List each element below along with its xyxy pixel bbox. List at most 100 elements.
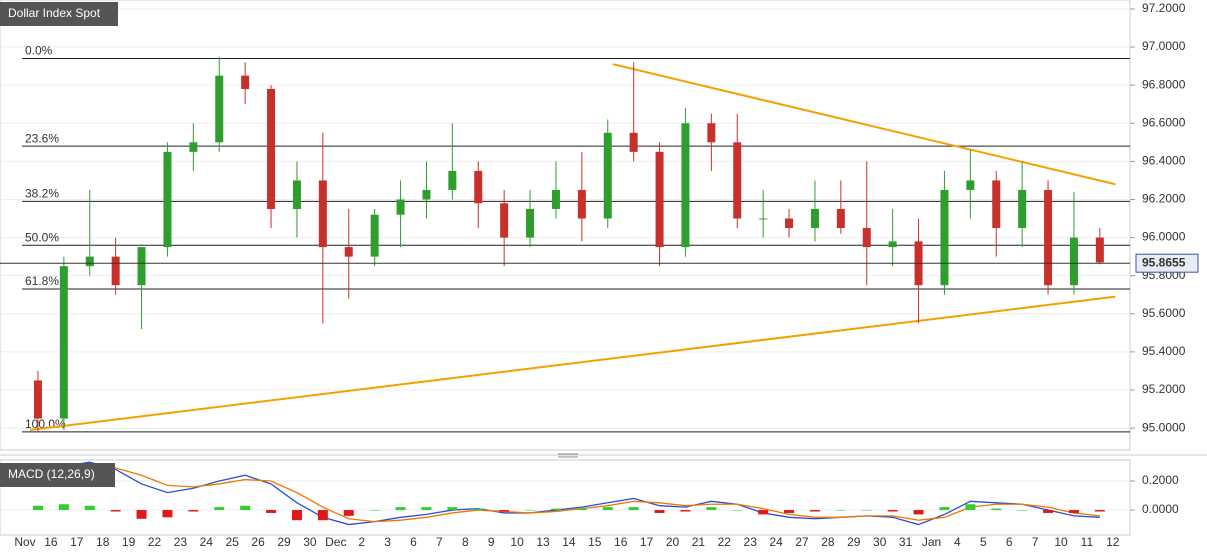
macd-histogram-bar [240,505,251,511]
y-tick-label: 95.4000 [1142,344,1186,358]
macd-histogram-bar [965,504,976,511]
macd-title-box [0,463,115,487]
macd-histogram-bar [913,510,924,515]
y-tick-label: 96.6000 [1142,115,1186,129]
candle-body [577,189,586,219]
x-tick-label: 2 [358,535,365,549]
macd-histogram-bar [421,507,432,511]
macd-histogram-bar [1068,510,1079,513]
y-tick-label: 95.2000 [1142,382,1186,396]
macd-histogram-bar [499,510,510,512]
x-tick-label: 15 [588,535,602,549]
x-tick-label: 18 [96,535,110,549]
candle-body [344,247,353,257]
x-tick-label: 8 [462,535,469,549]
macd-histogram-bar [576,508,587,511]
x-tick-label: 30 [873,535,887,549]
x-tick-label: 20 [666,535,680,549]
macd-histogram-bar [887,510,898,512]
last-price-label: 95.8655 [1142,255,1186,269]
candle-body [526,208,535,238]
y-tick-label: 0.0000 [1142,502,1179,516]
x-tick-label: 9 [488,535,495,549]
macd-histogram-bar [835,510,846,511]
fib-label: 38.2% [25,187,59,201]
candle-body [966,180,975,190]
candle-body [1044,189,1053,286]
x-tick-label: 25 [226,535,240,549]
y-tick-label: 96.0000 [1142,230,1186,244]
x-tick-label: 26 [251,535,265,549]
x-tick-label: 31 [899,535,913,549]
y-tick-label: 96.8000 [1142,77,1186,91]
candle-body [241,75,250,89]
last-price-box [1135,253,1199,273]
x-tick-label: Nov [14,535,35,549]
x-tick-label: 19 [122,535,136,549]
y-tick-label: 95.0000 [1142,420,1186,434]
candle-body [85,256,94,267]
x-tick-label: 3 [384,535,391,549]
macd-histogram-bar [84,505,95,511]
macd-histogram-bar [162,510,173,518]
macd-histogram-bar [136,510,147,519]
candle-body [603,132,612,219]
x-tick-label: 22 [718,535,732,549]
y-tick-label: 96.4000 [1142,154,1186,168]
macd-histogram-bar [369,510,380,511]
candle-body [396,199,405,215]
macd-title: MACD (12,26,9) [8,467,95,481]
macd-histogram-bar [317,510,328,521]
macd-histogram-bar [991,508,1002,511]
x-tick-label: 29 [847,535,861,549]
fib-label: 0.0% [25,44,53,58]
x-tick-label: 23 [744,535,758,549]
x-tick-label: 24 [769,535,783,549]
macd-line [37,461,1100,526]
candle-body [292,180,301,209]
x-tick-label: 7 [1032,535,1039,549]
macd-histogram-bar [395,507,406,511]
x-tick-label: 10 [1054,535,1068,549]
macd-histogram-bar [680,510,691,512]
macd-histogram-bar [1094,510,1105,512]
title-box [0,2,118,26]
macd-histogram-bar [1017,510,1028,511]
macd-histogram-bar [758,510,769,515]
macd-histogram-bar [732,510,743,511]
macd-histogram-bar [58,504,69,511]
candle-body [500,203,509,238]
y-tick-label: 95.6000 [1142,306,1186,320]
candle-body [629,132,638,152]
candle-body [1018,189,1027,229]
macd-histogram-bar [214,507,225,511]
macd-histogram-bar [447,507,458,511]
candle-body [33,380,42,419]
candle-body [888,241,897,248]
x-tick-label: 16 [614,535,628,549]
candle-body [189,142,198,152]
macd-histogram-bar [654,510,665,513]
macd-panel [0,459,1131,536]
y-tick-label: 97.2000 [1142,1,1186,15]
macd-histogram-bar [939,507,950,511]
x-tick-label: 30 [303,535,317,549]
chart-title: Dollar Index Spot [8,6,101,20]
candle-body [448,170,457,190]
candle-body [785,218,794,229]
x-tick-label: 22 [148,535,162,549]
x-tick-label: 12 [1106,535,1120,549]
y-tick-label: 96.2000 [1142,192,1186,206]
candle-body [655,151,664,248]
macd-histogram-bar [188,510,199,512]
x-tick-label: 14 [562,535,576,549]
x-tick-label: 6 [410,535,417,549]
macd-histogram-bar [473,508,484,511]
candle-body [215,75,224,143]
candle-body [733,142,742,219]
candle-body [992,180,1001,229]
macd-line [37,465,1100,523]
candle-body [111,256,120,286]
x-tick-label: 23 [174,535,188,549]
